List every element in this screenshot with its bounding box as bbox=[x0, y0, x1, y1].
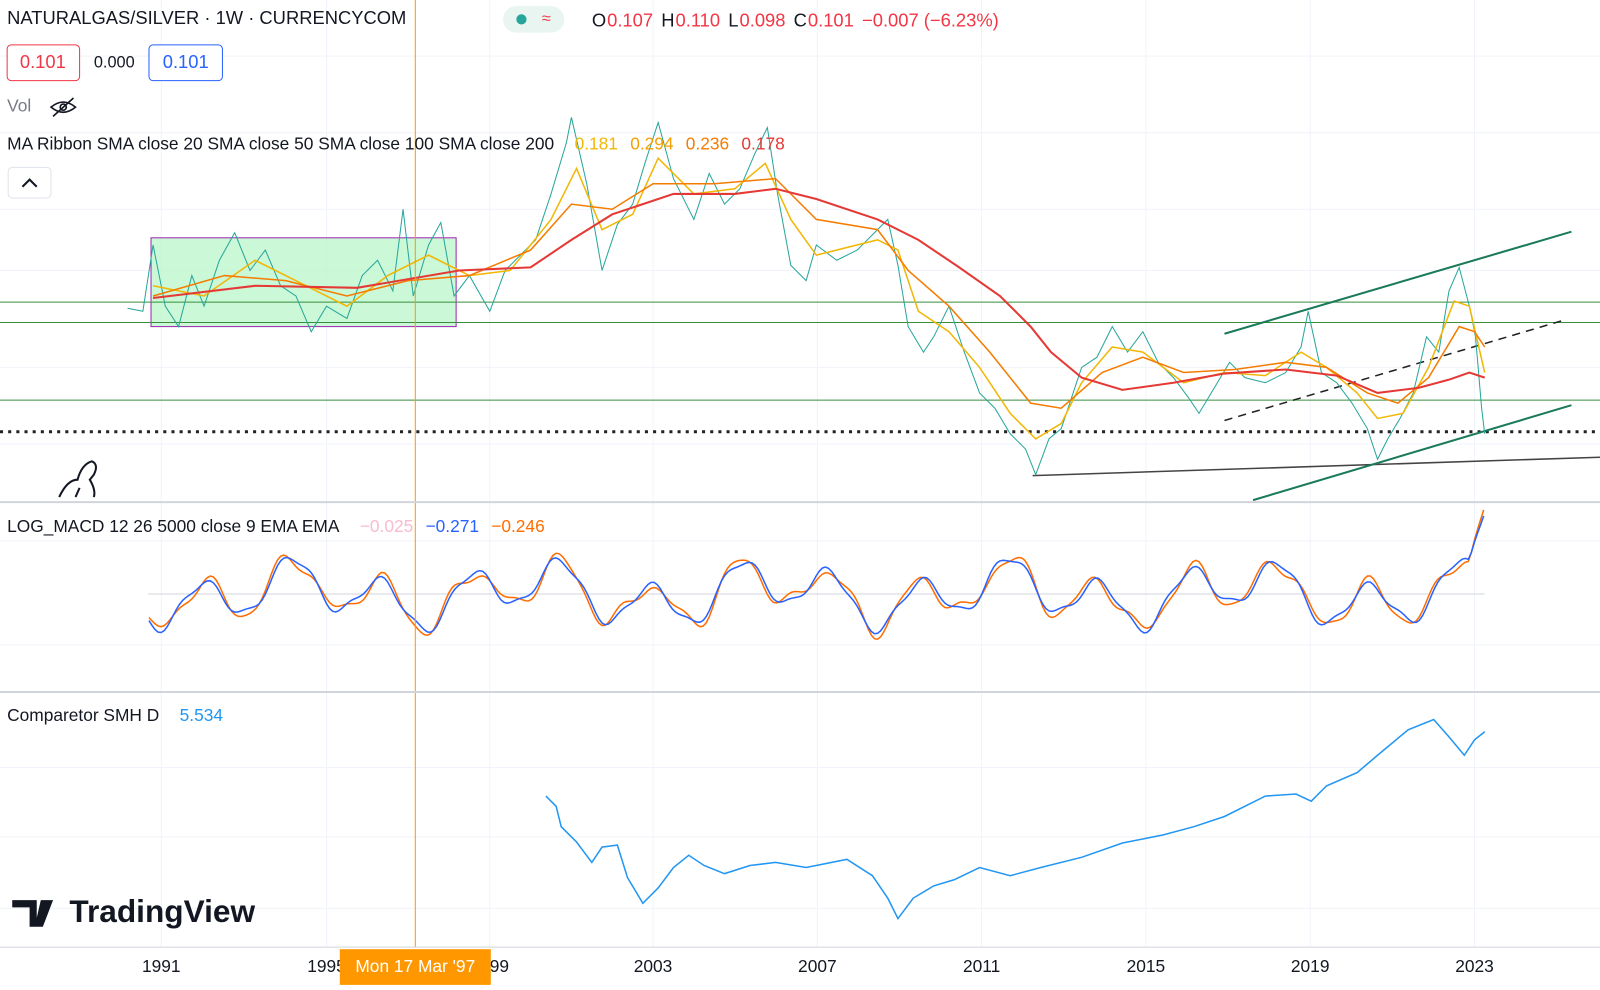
brand: TradingView bbox=[69, 893, 255, 929]
time-label: 2007 bbox=[798, 956, 837, 976]
sell-button[interactable] bbox=[6, 44, 81, 82]
dino-icon bbox=[58, 460, 98, 498]
crosshair-label: Mon 17 Mar '97 bbox=[355, 956, 475, 976]
buy-price[interactable]: 0.101 bbox=[163, 51, 209, 72]
indicator-value: 0.178 bbox=[741, 134, 784, 154]
collapse-button[interactable] bbox=[7, 166, 52, 199]
indicator-value: −0.025 bbox=[360, 516, 413, 536]
sell-price[interactable]: 0.101 bbox=[20, 51, 66, 72]
indicator-value: 5.534 bbox=[180, 705, 224, 725]
channel-top bbox=[1224, 230, 1572, 335]
hide-icon[interactable] bbox=[49, 97, 77, 117]
ma-line bbox=[152, 187, 1486, 394]
macd-pane bbox=[147, 509, 1485, 641]
ohlc-value: 0.110 bbox=[676, 9, 721, 30]
ma-line bbox=[152, 177, 1486, 410]
symbol: NATURALGAS/SILVER · 1W · CURRENCYCOM bbox=[7, 7, 406, 28]
macd-line bbox=[148, 509, 1485, 641]
indicator-name: Vol bbox=[7, 96, 31, 116]
indicator-value: −0.271 bbox=[426, 516, 479, 536]
indicator-name: Comparetor SMH D bbox=[7, 705, 159, 725]
trend-line bbox=[1032, 456, 1600, 477]
grid bbox=[0, 0, 1600, 948]
price-series bbox=[127, 117, 1486, 477]
channel-bottom bbox=[1252, 404, 1572, 502]
time-label: 1995 bbox=[307, 956, 346, 976]
time-axis: 199119951999200320072011201520192023 bbox=[142, 956, 1494, 976]
legends: MA Ribbon SMA close 20 SMA close 50 SMA … bbox=[7, 134, 785, 726]
spread: 0.000 bbox=[94, 54, 135, 72]
indicator-value: 0.181 bbox=[575, 134, 618, 154]
ohlc-value: 0.098 bbox=[740, 9, 786, 30]
time-label: 2015 bbox=[1127, 956, 1166, 976]
ma-line bbox=[127, 117, 1486, 477]
ohlc-value: 0.107 bbox=[607, 9, 653, 30]
indicator-value: −0.246 bbox=[491, 516, 544, 536]
crosshair-label-bg bbox=[339, 949, 491, 985]
ma-line bbox=[152, 156, 1486, 440]
time-label: 2023 bbox=[1455, 956, 1494, 976]
time-label: 2003 bbox=[634, 956, 673, 976]
buy-button[interactable] bbox=[148, 44, 223, 82]
time-label: 2011 bbox=[963, 956, 1000, 976]
macd-line bbox=[148, 515, 1485, 635]
chevron[interactable] bbox=[21, 178, 38, 188]
indicator-value: 0.294 bbox=[630, 134, 674, 154]
ohlc-key: H bbox=[661, 9, 674, 30]
ohlc-value: 0.101 bbox=[808, 9, 854, 30]
comparator-line bbox=[545, 718, 1486, 921]
time-label: 1991 bbox=[142, 956, 181, 976]
indicator-name: LOG_MACD 12 26 5000 close 9 EMA EMA bbox=[7, 516, 340, 536]
ohlc-key: C bbox=[794, 9, 807, 30]
status-icon: ≈ bbox=[542, 10, 551, 28]
status-pill bbox=[503, 6, 565, 33]
ohlc: O 0.107 H 0.110 L 0.098 C 0.101 −0.007 (−6.23%) bbox=[592, 9, 999, 30]
logo bbox=[12, 900, 54, 927]
status-dot bbox=[516, 14, 527, 25]
indicator-value: 0.236 bbox=[686, 134, 729, 154]
change: −0.007 (−6.23%) bbox=[862, 9, 999, 30]
ohlc-key: L bbox=[728, 9, 738, 30]
indicator-name: MA Ribbon SMA close 20 SMA close 50 SMA … bbox=[7, 134, 554, 154]
channel-mid bbox=[1224, 318, 1567, 422]
ohlc-key: O bbox=[592, 9, 606, 30]
time-label: 2019 bbox=[1291, 956, 1330, 976]
